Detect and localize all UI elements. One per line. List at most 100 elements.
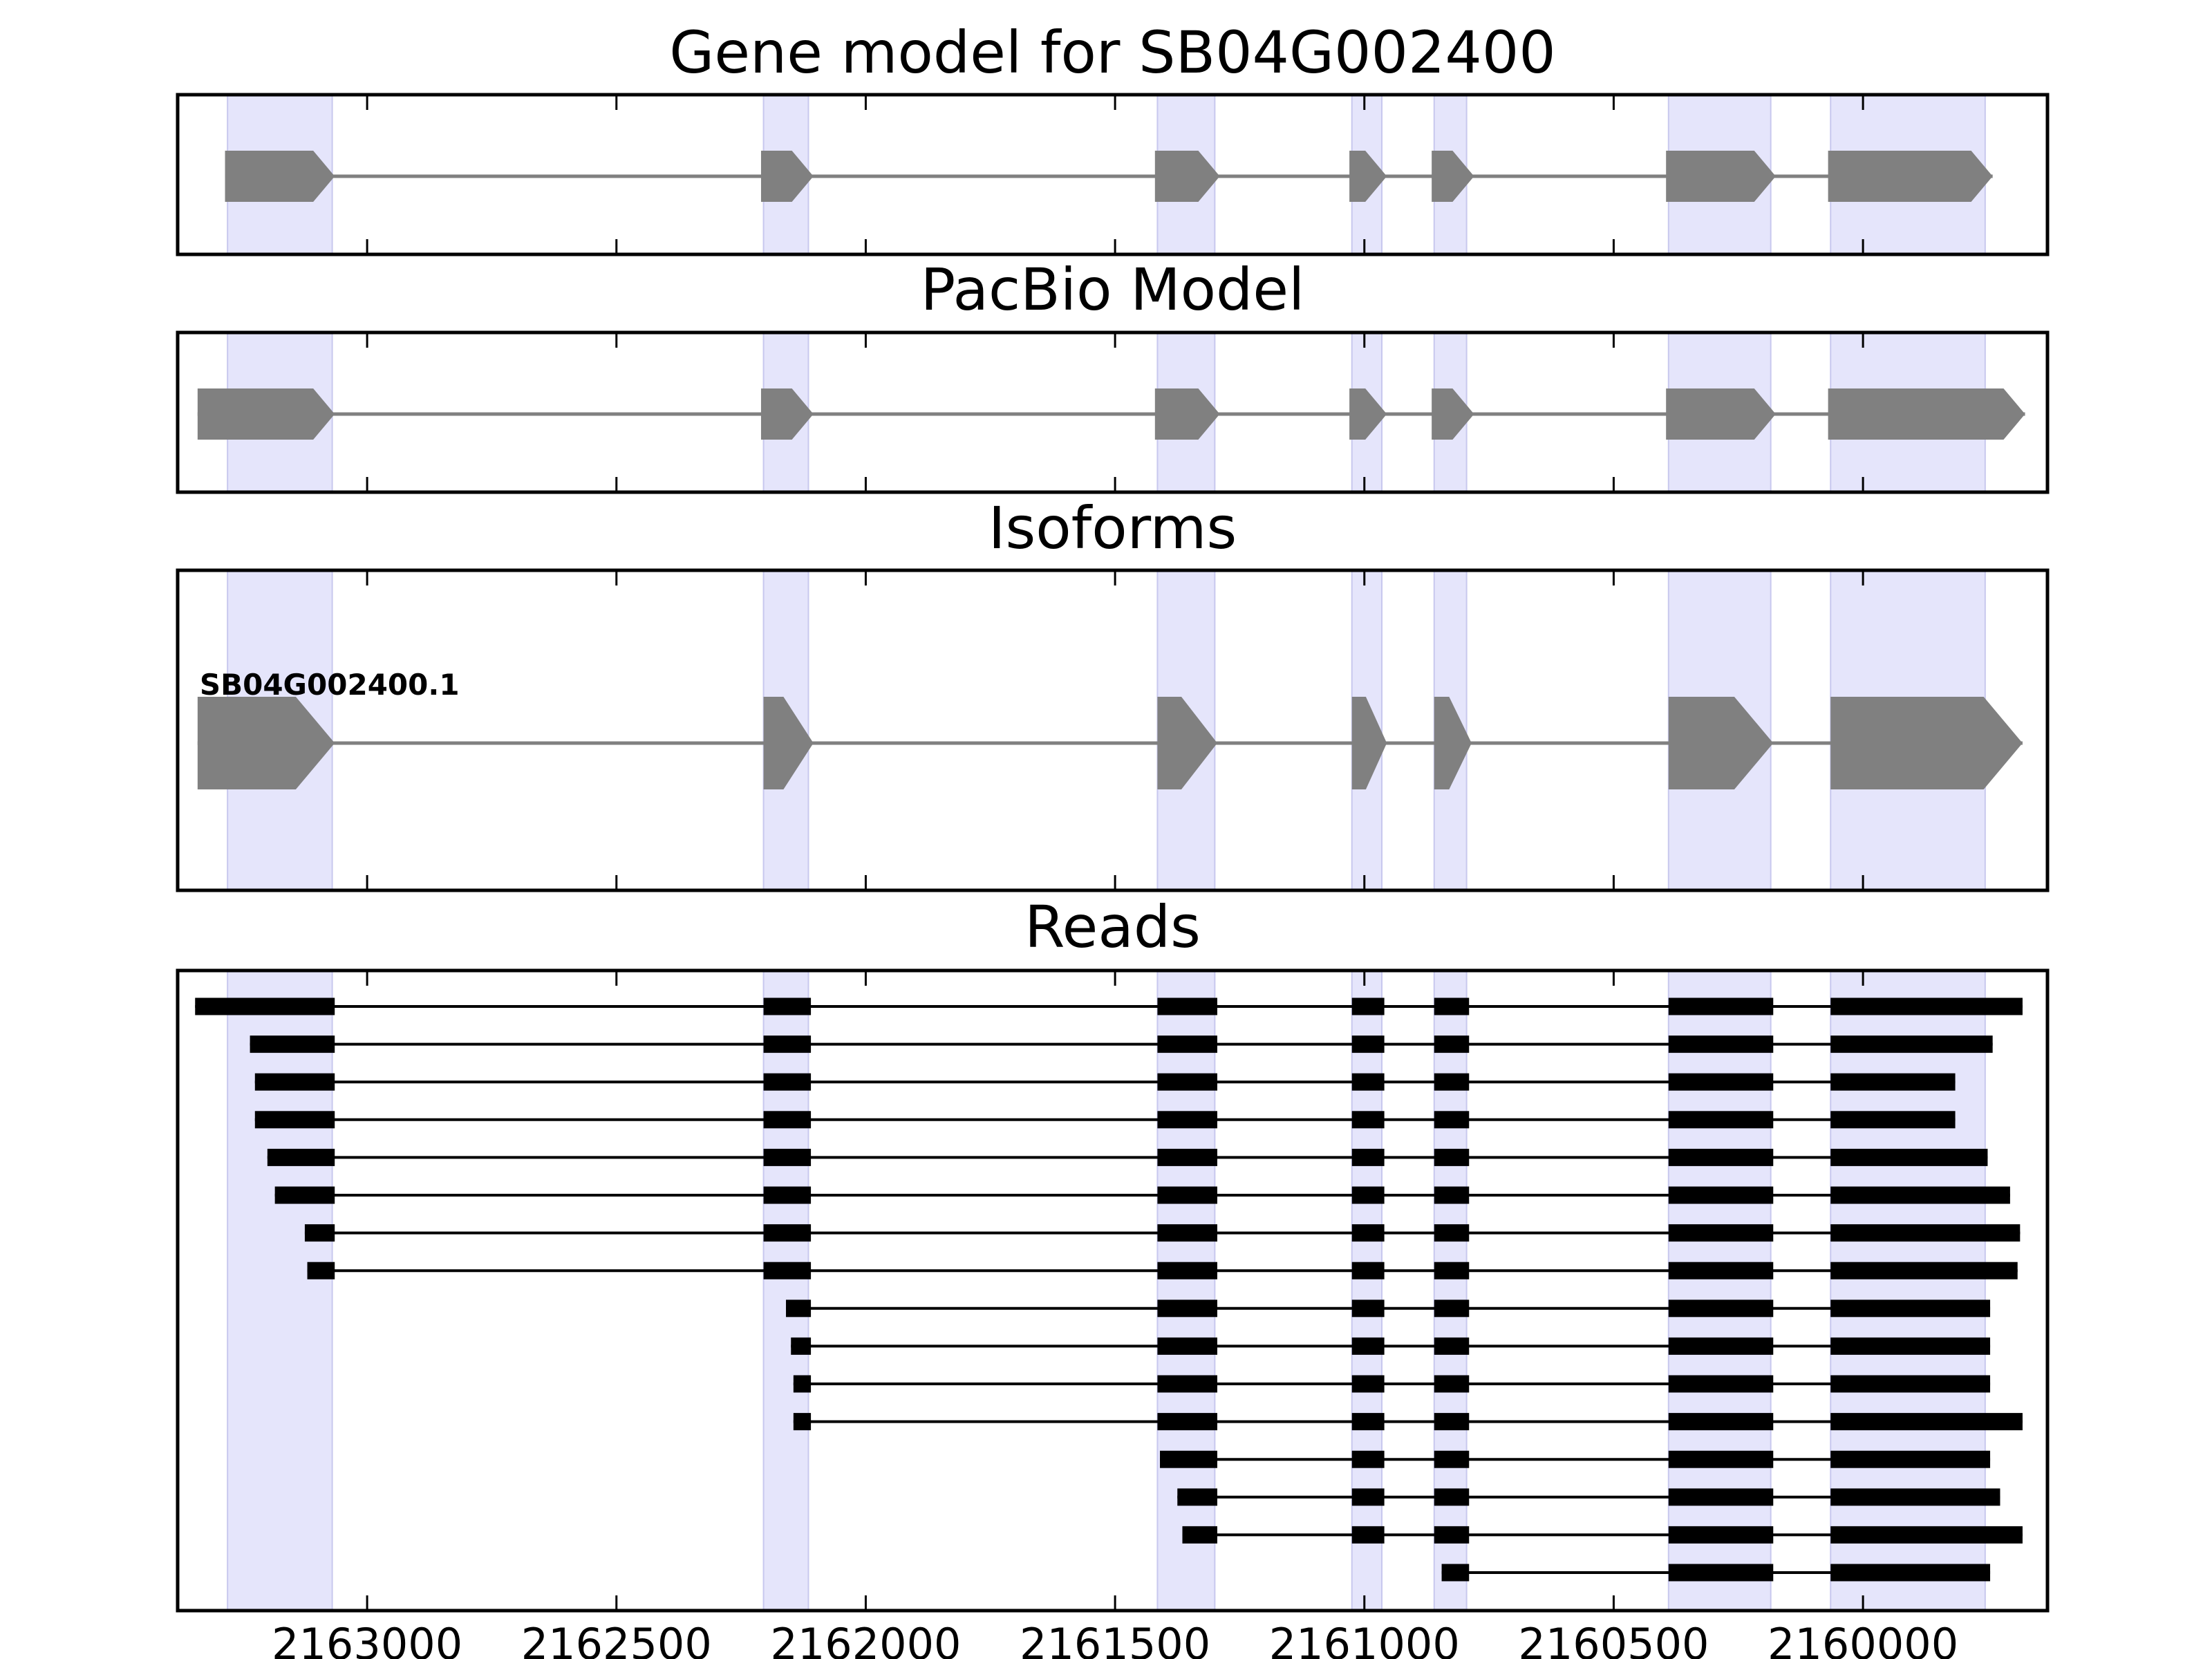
read-block (1157, 1148, 1217, 1166)
read-block (786, 1300, 812, 1318)
read-block (1351, 1186, 1385, 1204)
read-row (195, 997, 2023, 1015)
read-row (793, 1413, 2023, 1431)
read-block (1351, 1337, 1385, 1355)
read-block (1351, 1526, 1385, 1544)
read-block (1157, 1186, 1217, 1204)
exon-highlight-band (227, 970, 333, 1611)
read-block (1830, 1375, 1991, 1393)
isoform-label: SB04G002400.1 (200, 668, 460, 702)
read-block (1157, 1375, 1217, 1393)
read-row (267, 1148, 1988, 1166)
read-block (1668, 1526, 1774, 1544)
read-block (1160, 1450, 1217, 1468)
x-tick-label: 2162500 (521, 1619, 712, 1659)
x-tick-label: 2160500 (1518, 1619, 1709, 1659)
read-block (763, 997, 812, 1015)
read-block (1830, 1148, 1988, 1166)
read-block (250, 1035, 335, 1053)
read-block (1351, 1375, 1385, 1393)
read-block (1351, 997, 1385, 1015)
read-block (1351, 1073, 1385, 1091)
read-block (1668, 1375, 1774, 1393)
read-block (763, 1035, 812, 1053)
read-block (254, 1073, 335, 1091)
x-tick-label: 2161000 (1269, 1619, 1460, 1659)
read-block (1182, 1526, 1217, 1544)
read-block (1668, 1224, 1774, 1242)
read-block (1830, 1186, 2010, 1204)
read-block (1351, 1488, 1385, 1506)
x-tick-label: 2161500 (1020, 1619, 1210, 1659)
read-block (793, 1413, 812, 1431)
read-row (274, 1186, 2010, 1204)
read-block (1177, 1488, 1217, 1506)
read-block (1434, 1413, 1470, 1431)
read-block (763, 1186, 812, 1204)
read-block (1830, 1035, 1993, 1053)
read-block (1157, 1073, 1217, 1091)
read-block (1434, 1186, 1470, 1204)
read-block (1157, 1035, 1217, 1053)
read-block (763, 1111, 812, 1129)
read-block (1434, 1262, 1470, 1280)
panel-3: Reads (176, 893, 2050, 1613)
axes-frame (176, 568, 2050, 892)
read-block (1434, 1450, 1470, 1468)
read-block (1434, 997, 1470, 1015)
read-block (763, 1073, 812, 1091)
exon-feature (1666, 151, 1776, 202)
exon-feature (760, 388, 814, 440)
read-block (1157, 1262, 1217, 1280)
read-block (1351, 1035, 1385, 1053)
read-row (786, 1300, 1991, 1318)
exon-feature (1349, 388, 1387, 440)
exon-feature (197, 388, 335, 440)
read-block (1830, 1224, 2021, 1242)
read-block (1441, 1564, 1470, 1582)
read-block (1668, 1564, 1774, 1582)
exon-highlight-band (1351, 970, 1383, 1611)
read-block (267, 1148, 335, 1166)
read-block (1830, 1111, 1956, 1129)
read-block (1157, 1337, 1217, 1355)
read-block (1668, 1488, 1774, 1506)
isoform-exon (763, 697, 814, 789)
read-block (1668, 1337, 1774, 1355)
isoform-exon (1668, 697, 1774, 789)
read-row (250, 1035, 1993, 1053)
read-row (254, 1111, 1956, 1129)
read-block (1830, 1564, 1991, 1582)
isoform-exon (1157, 697, 1217, 789)
read-row (254, 1073, 1956, 1091)
read-block (1668, 1111, 1774, 1129)
axes-frame (176, 330, 2050, 494)
exon-feature (225, 151, 335, 202)
exon-feature (1828, 151, 1993, 202)
exon-feature (1666, 388, 1776, 440)
read-row (1182, 1526, 2023, 1544)
isoform-exon (1434, 697, 1472, 789)
read-block (1668, 1073, 1774, 1091)
read-row (307, 1262, 2018, 1280)
read-block (1830, 1262, 2018, 1280)
exon-highlight-band (762, 970, 809, 1611)
read-row (791, 1337, 1991, 1355)
read-block (1434, 1073, 1470, 1091)
read-block (1668, 1450, 1774, 1468)
read-block (1157, 1300, 1217, 1318)
x-tick-label: 2163000 (272, 1619, 462, 1659)
panel-title: PacBio Model (921, 256, 1305, 324)
isoform-exon (1830, 697, 2023, 789)
read-row (1160, 1450, 1991, 1468)
read-block (1351, 1300, 1385, 1318)
exon-highlight-band (1830, 970, 1986, 1611)
exon-feature (1349, 151, 1387, 202)
x-tick-label: 2160000 (1768, 1619, 1958, 1659)
panel-2: Isoforms SB04G002400.1 (176, 494, 2050, 892)
read-block (1668, 1186, 1774, 1204)
read-block (195, 997, 335, 1015)
exon-feature (1828, 388, 2025, 440)
read-block (1434, 1300, 1470, 1318)
exon-highlight-band (1433, 970, 1468, 1611)
